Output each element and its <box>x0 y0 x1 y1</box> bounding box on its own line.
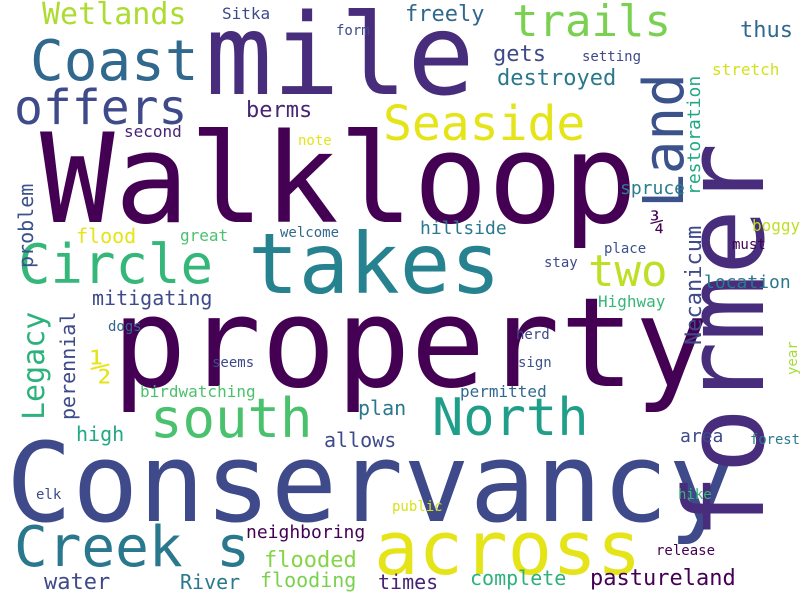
word: forest <box>750 432 800 448</box>
word: times <box>378 570 439 594</box>
word: release <box>656 543 716 559</box>
word: mile <box>205 0 475 121</box>
word: property <box>112 272 710 416</box>
word: across <box>374 506 642 592</box>
word: Wetlands <box>42 0 187 32</box>
word: Sitka <box>222 4 271 23</box>
word: plan <box>358 396 407 420</box>
word: water <box>44 570 111 595</box>
word: River <box>180 570 241 594</box>
word: stay <box>544 255 578 271</box>
word: spruce <box>620 178 686 199</box>
word: Walkloop <box>40 108 638 252</box>
word: Conservancy <box>6 419 735 547</box>
word: destroyed <box>497 66 617 91</box>
word: must <box>732 237 766 253</box>
word: mitigating <box>92 286 213 310</box>
word: area <box>680 426 724 447</box>
word: flooding <box>260 568 357 592</box>
word: elk <box>36 487 62 503</box>
word: second <box>124 122 182 141</box>
word: Necanicum <box>682 225 707 345</box>
word: Creek s <box>14 515 251 580</box>
word: hillside <box>420 218 507 239</box>
word: south <box>150 387 313 450</box>
word: North <box>432 388 589 448</box>
word: setting <box>582 49 642 65</box>
word: great <box>180 226 229 245</box>
word: boggy <box>752 216 800 235</box>
word: flood <box>76 224 137 248</box>
word: stretch <box>712 60 780 79</box>
word: flooded <box>264 548 357 573</box>
word: takes <box>248 215 501 313</box>
word: welcome <box>280 225 340 241</box>
word: Coast <box>30 29 199 94</box>
word: public <box>392 499 443 515</box>
word: pastureland <box>590 566 736 591</box>
word: Highway <box>598 292 666 311</box>
word: ½ <box>90 347 112 388</box>
word: sign <box>518 355 552 371</box>
word: berms <box>246 98 313 123</box>
word: birdwatching <box>140 382 256 401</box>
word: problem <box>14 183 38 268</box>
word: Circle <box>18 233 214 296</box>
word: location <box>704 272 791 293</box>
word: freely <box>405 2 485 27</box>
word: perennial <box>56 311 80 420</box>
word: permitted <box>460 382 547 401</box>
word: hike <box>678 487 712 503</box>
word: ¾ <box>650 208 665 236</box>
word: gets <box>493 42 546 67</box>
word: year <box>785 341 800 375</box>
word: complete <box>470 566 567 590</box>
word: note <box>298 133 332 149</box>
word: Seaside <box>383 96 586 152</box>
word: thus <box>740 18 793 43</box>
word: allows <box>324 428 397 452</box>
word: neighboring <box>246 522 366 543</box>
word: trails <box>512 0 671 47</box>
word: restoration <box>684 75 705 195</box>
word: Legacy <box>17 311 52 420</box>
word: place <box>604 241 647 257</box>
word: dogs <box>108 319 142 335</box>
word: offers <box>14 80 188 136</box>
word: form <box>336 23 370 39</box>
word: herd <box>516 327 550 343</box>
word: seems <box>212 355 255 371</box>
word: high <box>76 422 125 446</box>
word: two <box>588 246 668 297</box>
